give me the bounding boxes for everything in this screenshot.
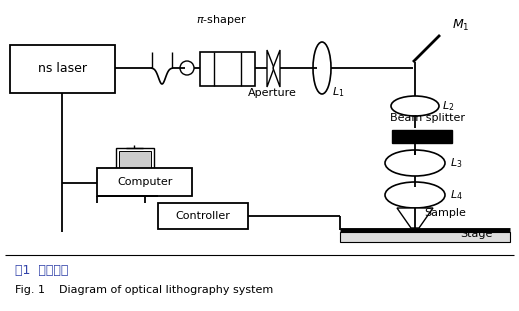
Text: $\pi$-shaper: $\pi$-shaper [196, 13, 247, 27]
Text: Fig. 1    Diagram of optical lithography system: Fig. 1 Diagram of optical lithography sy… [15, 285, 273, 295]
Polygon shape [397, 208, 433, 228]
Text: $L_1$: $L_1$ [332, 85, 345, 99]
Text: Computer: Computer [117, 177, 173, 187]
Ellipse shape [385, 150, 445, 176]
Bar [392, 130, 452, 143]
Text: Stage: Stage [460, 229, 493, 239]
Text: Sample: Sample [424, 208, 466, 218]
Text: $M_1$: $M_1$ [452, 17, 470, 33]
Bar [116, 148, 154, 176]
Text: Aperture: Aperture [248, 88, 296, 98]
Text: $L_2$: $L_2$ [442, 99, 454, 113]
Text: $L_4$: $L_4$ [450, 188, 463, 202]
Ellipse shape [385, 182, 445, 208]
Ellipse shape [313, 42, 331, 94]
Text: $L_3$: $L_3$ [450, 156, 462, 170]
Ellipse shape [391, 96, 439, 116]
Ellipse shape [180, 61, 194, 75]
Text: ns laser: ns laser [37, 63, 87, 76]
Polygon shape [273, 50, 280, 87]
Bar [97, 168, 192, 196]
Bar [200, 52, 255, 86]
Bar [158, 203, 248, 229]
Text: Beam splitter: Beam splitter [390, 113, 465, 123]
Text: 图1  光刻系统: 图1 光刻系统 [15, 263, 69, 276]
Bar [340, 232, 510, 242]
Polygon shape [267, 50, 274, 87]
Bar [119, 151, 151, 172]
Bar [10, 45, 115, 93]
Text: Controller: Controller [175, 211, 230, 221]
